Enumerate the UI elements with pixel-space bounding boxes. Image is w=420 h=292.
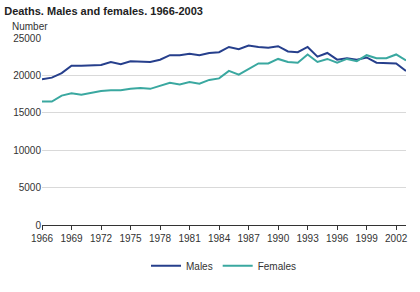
svg-text:1996: 1996 [326, 233, 349, 244]
svg-text:5000: 5000 [19, 182, 42, 193]
svg-text:2002: 2002 [385, 233, 408, 244]
svg-text:0: 0 [35, 220, 41, 231]
svg-text:1984: 1984 [208, 233, 231, 244]
svg-text:Males: Males [186, 261, 213, 272]
svg-text:Deaths. Males and females. 196: Deaths. Males and females. 1966-2003 [4, 5, 203, 17]
svg-text:1993: 1993 [296, 233, 319, 244]
svg-text:10000: 10000 [13, 145, 41, 156]
svg-text:20000: 20000 [13, 70, 41, 81]
svg-text:Number: Number [12, 21, 48, 32]
svg-text:1966: 1966 [31, 233, 54, 244]
svg-text:1978: 1978 [149, 233, 172, 244]
svg-text:1987: 1987 [237, 233, 260, 244]
svg-text:Females: Females [258, 261, 296, 272]
svg-text:1972: 1972 [90, 233, 113, 244]
svg-text:1975: 1975 [119, 233, 142, 244]
svg-text:1981: 1981 [178, 233, 201, 244]
svg-text:1999: 1999 [356, 233, 379, 244]
svg-text:25000: 25000 [13, 33, 41, 44]
svg-text:15000: 15000 [13, 107, 41, 118]
svg-text:1990: 1990 [267, 233, 290, 244]
svg-text:1969: 1969 [60, 233, 83, 244]
